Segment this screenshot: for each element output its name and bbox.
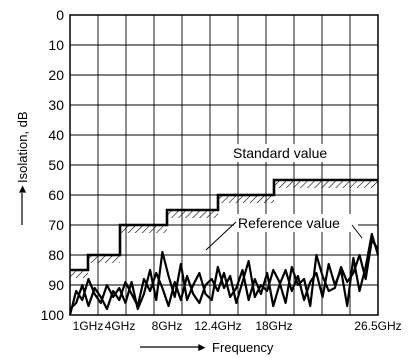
standard-hatch-band xyxy=(120,225,167,233)
y-tick-label: 40 xyxy=(48,127,64,143)
x-tick-label: 1GHz xyxy=(73,319,104,333)
reference-leader-line xyxy=(205,221,237,251)
y-axis-title-group: ► Isolation, dB xyxy=(15,111,30,225)
x-tick-label: 8GHz xyxy=(152,319,183,333)
x-axis-title-group: ► Frequency xyxy=(140,340,274,355)
x-axis-arrow-head: ► xyxy=(196,340,208,354)
x-tick-label: 4GHz xyxy=(105,319,136,333)
x-tick-labels: 1GHz 4GHz 8GHz 12.4GHz 18GHz 26.5GHz xyxy=(73,319,402,333)
y-tick-label: 70 xyxy=(48,217,64,233)
x-tick-label: 18GHz xyxy=(255,319,292,333)
plot-frame xyxy=(69,14,379,316)
y-tick-label: 90 xyxy=(48,277,64,293)
reference-value-line xyxy=(69,232,380,311)
x-axis-title: Frequency xyxy=(212,340,274,355)
standard-label-box xyxy=(228,144,344,162)
y-tick-label: 20 xyxy=(48,67,64,83)
x-tick-label: 26.5GHz xyxy=(354,319,401,333)
y-tick-label: 30 xyxy=(48,97,64,113)
standard-value-line xyxy=(70,178,378,272)
standard-hatch-band xyxy=(88,255,120,263)
y-tick-label: 50 xyxy=(48,157,64,173)
standard-hatch-band xyxy=(70,270,88,278)
x-tick-label: 12.4GHz xyxy=(194,319,241,333)
chart-grid xyxy=(70,14,378,316)
y-tick-label: 100 xyxy=(41,307,65,323)
reference-label-box xyxy=(234,214,358,232)
y-tick-labels: 0 10 20 30 40 50 60 70 80 90 100 xyxy=(41,7,65,323)
chart-series xyxy=(68,178,380,316)
y-axis-title: Isolation, dB xyxy=(15,111,30,183)
reference-leader-line-2 xyxy=(351,224,363,239)
standard-hatch-band xyxy=(167,210,218,218)
reference-value-label: Reference value xyxy=(238,215,340,231)
standard-hatch-band xyxy=(274,180,378,188)
y-tick-label: 10 xyxy=(48,37,64,53)
standard-hatch-band xyxy=(218,195,274,203)
standard-value-label: Standard value xyxy=(233,145,327,161)
y-tick-label: 0 xyxy=(56,7,64,23)
y-axis-arrow-head: ► xyxy=(15,183,29,195)
y-tick-label: 60 xyxy=(48,187,64,203)
standard-hatching xyxy=(70,180,378,278)
y-tick-label: 80 xyxy=(48,247,64,263)
